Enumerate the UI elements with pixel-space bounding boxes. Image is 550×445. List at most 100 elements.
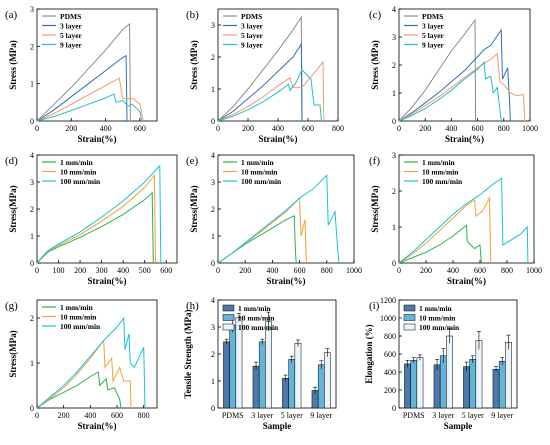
bar [282,378,289,409]
bar [492,369,500,409]
y-tick-label: 1 [30,80,34,89]
y-tick-label: 400 [384,368,396,377]
legend-label: 10 mm/min [419,314,456,323]
y-tick-label: 4 [30,151,34,160]
legend-label: 100 mm/min [419,323,460,332]
x-tick-label: 1000 [526,266,542,275]
bar [439,355,447,409]
legend-label: 1 mm/min [422,158,456,167]
series-line-1 [217,15,303,122]
legend-label: 1 mm/min [60,158,94,167]
y-tick-label: 2 [30,42,34,51]
bar [410,360,418,409]
bar [433,364,441,409]
series-line-3 [36,77,144,122]
series-line-3 [398,52,526,122]
x-tick-label: 200 [65,124,77,133]
legend-label: 5 layer [60,31,83,40]
x-tick-label: 5 layer [281,411,303,420]
x-tick-label: 1000 [522,124,538,133]
panel-label: (i) [369,300,380,312]
legend-label: 1 mm/min [60,303,94,312]
legend-label: 1 mm/min [238,304,272,313]
chart-panel-6: (f) 0 1 2 3 Stress(MPa) Strain(%) 0 200 400 600 800… [369,151,542,286]
x-tick-label: 0 [216,124,220,133]
x-axis-label: Strain(%) [88,276,127,286]
y-tick-label: 0 [211,259,215,268]
x-tick-label: 0 [35,124,39,133]
y-tick-label: 3 [211,21,215,30]
x-tick-label: PDMS [403,411,425,420]
x-tick-label: 5 layer [462,411,484,420]
y-tick-label: 200 [384,386,396,395]
x-tick-label: 800 [321,266,333,275]
y-axis-label: Stress (MPa) [370,40,380,90]
x-tick-label: 800 [501,266,513,275]
x-axis-label: Strain(%) [259,134,298,144]
x-tick-label: 200 [74,266,86,275]
legend-label: 3 layer [241,22,264,31]
bar [265,321,272,409]
series-line-3 [217,60,325,122]
x-tick-label: 400 [84,411,96,420]
x-tick-label: 0 [397,124,401,133]
chart-panel-7: (g) 0 1 2 Stress(MPa) Strain(%) 0 200 400 600 800 1… [5,299,158,431]
legend-label: 9 layer [422,41,445,50]
panel-label: (d) [5,155,18,167]
y-tick-label: 4 [392,5,396,14]
bar [317,364,325,409]
bar [229,325,237,409]
legend-label: 10 mm/min [238,314,275,323]
series-line-3 [217,174,340,264]
x-tick-label: 600 [474,266,486,275]
x-axis-label: Strain(%) [78,421,117,431]
y-tick-label: 3 [30,178,34,187]
y-tick-label: 2 [392,187,396,196]
series-line-3 [398,177,529,264]
x-tick-label: 400 [266,266,278,275]
x-tick-label: 0 [35,266,39,275]
y-axis-label: Elongation (%) [364,324,374,383]
bar [463,366,470,409]
y-tick-label: 1 [392,89,396,98]
y-tick-label: 1 [211,232,215,241]
series-line-2 [36,54,128,122]
series-line-4 [217,68,322,122]
y-axis-label: Stress (MPa) [189,40,199,90]
panel-label: (e) [186,155,199,167]
panel-label: (c) [369,9,382,21]
x-tick-label: 800 [332,124,344,133]
bar [446,335,453,409]
x-tick-label: 9 layer [491,411,513,420]
legend-label: 3 layer [422,22,445,31]
x-tick-label: 200 [58,411,70,420]
panel-label: (h) [186,300,199,312]
series-line-1 [398,224,482,264]
y-tick-label: 2 [211,53,215,62]
legend-label: 9 layer [241,41,264,50]
panel-label: (a) [5,9,18,21]
bar [469,359,477,409]
x-tick-label: 200 [239,266,251,275]
plot-frame [398,154,535,264]
plot-frame [398,8,531,122]
x-tick-label: 400 [100,124,112,133]
series-line-1 [36,22,131,122]
plot-frame [36,299,158,409]
y-tick-label: 1 [30,359,34,368]
legend-label: 5 layer [422,31,445,40]
y-tick-label: 4 [211,296,215,305]
legend-label: 1 mm/min [419,304,453,313]
series-line-1 [36,191,154,264]
legend-label: 100 mm/min [238,323,279,332]
x-tick-label: 400 [447,266,459,275]
x-axis-label: Strain(%) [447,276,486,286]
x-tick-label: 600 [134,124,146,133]
chart-panel-9: (i) 0 200 400 600 800 1000 1200 Elongation (%) Sa… [364,296,518,431]
x-axis-label: Strain(%) [445,134,484,144]
y-tick-label: 600 [384,350,396,359]
plot-frame [217,154,355,264]
legend-swatch [222,314,235,321]
y-tick-label: 0 [392,117,396,126]
y-tick-label: 3 [211,178,215,187]
